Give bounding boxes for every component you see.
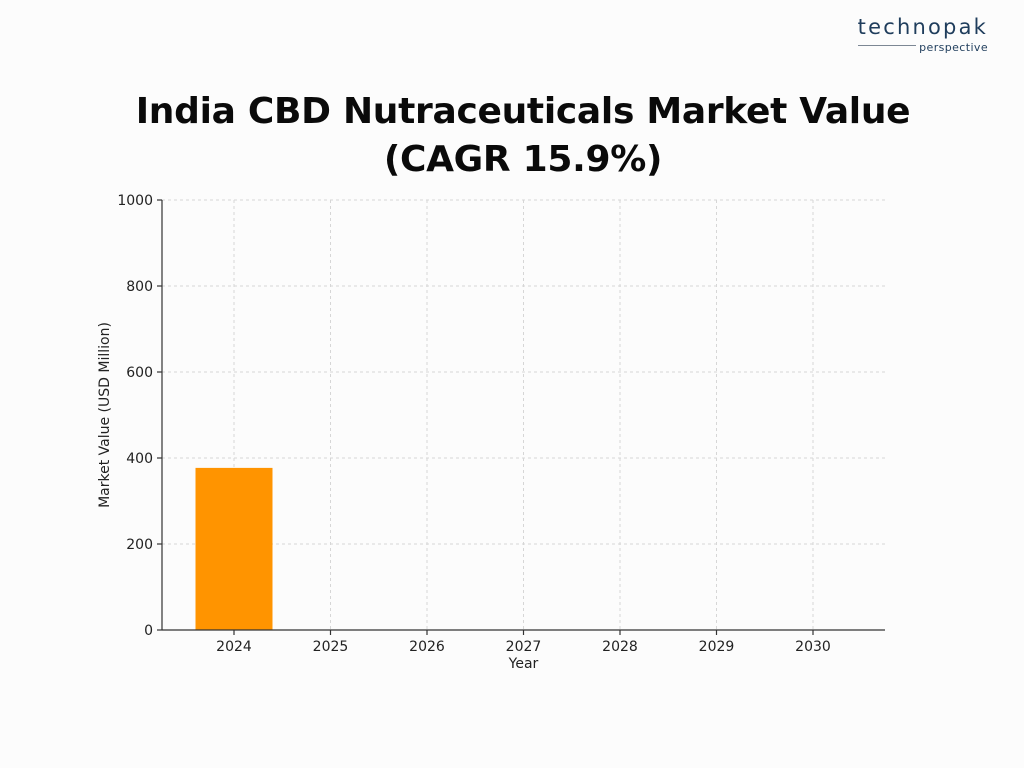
- x-tick-label: 2027: [506, 639, 542, 655]
- chart-title-block: India CBD Nutraceuticals Market Value (C…: [0, 88, 1024, 184]
- y-tick-label: 400: [126, 451, 153, 467]
- y-tick-label: 1000: [117, 193, 153, 209]
- x-tick-label: 2029: [699, 639, 735, 655]
- y-tick-label: 200: [126, 537, 153, 553]
- chart-subtitle: (CAGR 15.9%): [383, 139, 663, 180]
- axes: [157, 199, 885, 635]
- brand-tagline: perspective: [919, 41, 988, 54]
- y-tick-label: 600: [126, 365, 153, 381]
- grid-lines: [162, 199, 885, 630]
- brand-name: technopak: [857, 15, 988, 39]
- bar-2024: [195, 467, 273, 630]
- x-tick-label: 2025: [313, 639, 349, 655]
- x-tick-label: 2028: [602, 639, 638, 655]
- y-tick-labels: 0 200 400 600 800 1000: [117, 193, 153, 639]
- x-tick-label: 2024: [216, 639, 252, 655]
- y-axis-label: Market Value (USD Million): [97, 322, 113, 508]
- x-tick-label: 2026: [409, 639, 445, 655]
- x-axis-label: Year: [508, 656, 539, 672]
- x-tick-label: 2030: [795, 639, 831, 655]
- chart-title: India CBD Nutraceuticals Market Value: [135, 91, 911, 132]
- bar-series: [195, 467, 273, 630]
- brand-logo: technopak perspective: [857, 14, 988, 55]
- y-tick-label: 0: [144, 623, 153, 639]
- y-tick-label: 800: [126, 279, 153, 295]
- brand-divider: [857, 45, 916, 46]
- x-tick-labels: 2024 2025 2026 2027 2028 2029 2030: [216, 639, 831, 655]
